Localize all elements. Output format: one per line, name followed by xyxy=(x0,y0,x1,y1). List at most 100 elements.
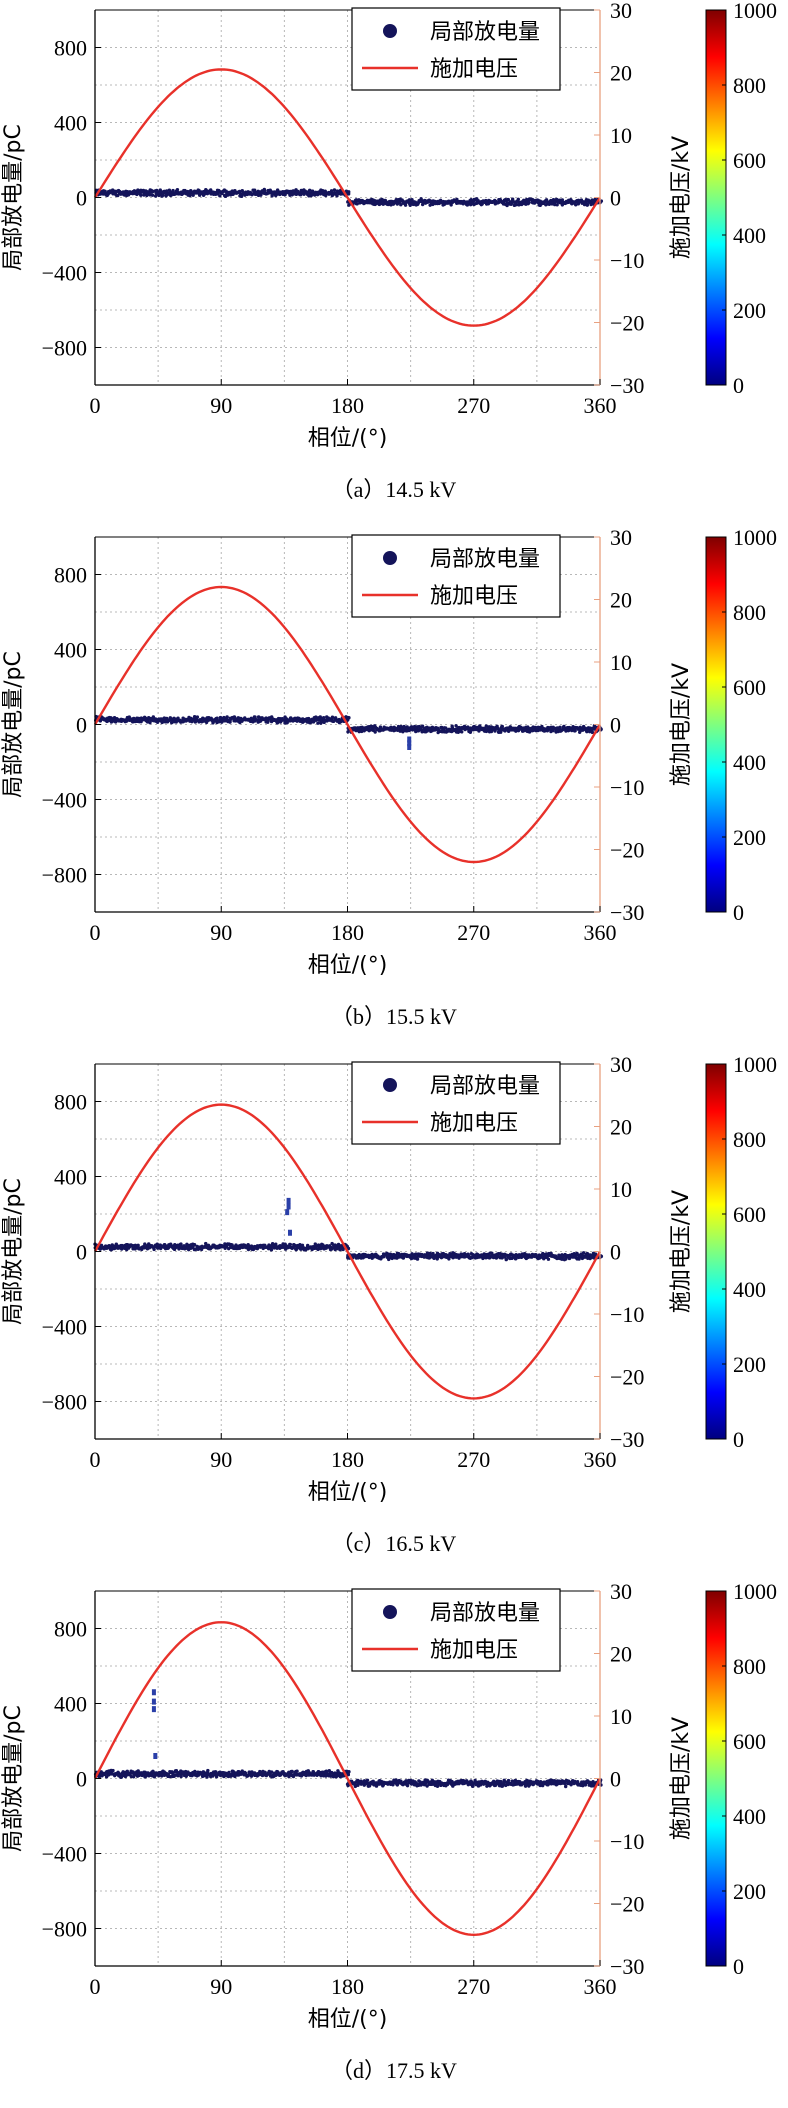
pd-point xyxy=(240,719,244,723)
pd-point xyxy=(374,1784,379,1788)
colorbar-tick-label: 1000 xyxy=(733,527,777,550)
chart-svg: 0 90 180 270 360 800 400 0 −400 −800 30 20 10 0 −10 −20… xyxy=(1,0,777,451)
pd-point xyxy=(373,724,377,728)
pd-point xyxy=(175,187,180,192)
colorbar-tick-label: 1000 xyxy=(733,1581,777,1604)
legend-label-voltage: 施加电压 xyxy=(430,1111,518,1136)
x-axis-label: 相位/(°) xyxy=(308,1480,388,1505)
pd-outlier-point xyxy=(407,736,412,743)
colorbar-tick-label: 800 xyxy=(733,73,766,98)
pd-point xyxy=(355,202,359,206)
pd-point xyxy=(305,190,309,194)
legend-label-pd: 局部放电量 xyxy=(430,1601,540,1626)
x-tick-label: 360 xyxy=(584,1447,617,1472)
pd-point xyxy=(583,1255,587,1259)
pd-point xyxy=(153,194,158,198)
colorbar-tick-label: 600 xyxy=(733,1202,766,1227)
pd-point xyxy=(371,1779,375,1784)
pd-point xyxy=(431,726,436,730)
pd-outlier-point xyxy=(153,1753,158,1759)
pd-point xyxy=(432,1256,436,1260)
pd-point xyxy=(445,1782,450,1787)
pd-point xyxy=(269,1248,274,1252)
y2-tick-label: −30 xyxy=(610,1954,644,1979)
y2-tick-label: 30 xyxy=(610,0,632,23)
x-tick-label: 90 xyxy=(210,1447,232,1472)
legend-box xyxy=(351,7,561,91)
y2-tick-label: 10 xyxy=(610,650,632,675)
y-tick-label: −800 xyxy=(42,863,87,888)
pd-point xyxy=(511,1783,515,1787)
pd-point xyxy=(133,1243,138,1248)
pd-point xyxy=(527,730,532,734)
y2-tick-label: 30 xyxy=(610,1581,632,1604)
y-tick-label: 400 xyxy=(54,111,87,136)
pd-point xyxy=(176,1774,180,1778)
pd-point xyxy=(192,1243,197,1247)
pd-point xyxy=(526,725,530,729)
y2-tick-label: −10 xyxy=(610,775,644,800)
y2-tick-label: 30 xyxy=(610,527,632,550)
pd-point xyxy=(310,189,315,193)
voltage-line xyxy=(93,1103,602,1400)
chart-svg: 0 90 180 270 360 800 400 0 −400 −800 30 20 10 0 −10 −20… xyxy=(1,1581,777,2032)
pd-point xyxy=(299,1774,304,1778)
pd-point xyxy=(293,1244,297,1248)
panel-caption: （a）14.5 kV xyxy=(331,477,457,502)
y2-tick-label: −20 xyxy=(610,838,644,863)
pd-point xyxy=(504,1257,509,1261)
voltage-line xyxy=(93,1621,602,1937)
pd-outlier-point xyxy=(151,1689,156,1696)
pd-point xyxy=(179,1244,183,1249)
colorbar-tick-label: 400 xyxy=(733,1277,766,1302)
pd-point xyxy=(563,1784,568,1789)
pd-point xyxy=(120,1243,124,1248)
legend-marker-pd xyxy=(383,24,397,38)
y-tick-label: −800 xyxy=(42,1917,87,1942)
legend-label-pd: 局部放电量 xyxy=(430,547,540,572)
pd-point xyxy=(148,193,152,197)
pd-point xyxy=(404,1779,408,1783)
panel-caption: （d）17.5 kV xyxy=(331,2058,457,2083)
pd-point xyxy=(263,1245,267,1249)
pd-point xyxy=(250,192,254,197)
pd-scatter-group xyxy=(93,1768,603,1789)
pd-point xyxy=(410,198,414,202)
y2-tick-label: 10 xyxy=(610,123,632,148)
pd-point xyxy=(209,718,214,722)
pd-point xyxy=(522,728,527,733)
pd-point xyxy=(266,1246,271,1251)
y2-tick-label: −10 xyxy=(610,1302,644,1327)
pd-point xyxy=(155,191,160,196)
pd-point xyxy=(270,194,274,198)
pd-point xyxy=(110,1772,114,1776)
pd-point xyxy=(329,189,334,193)
pd-point xyxy=(563,1781,567,1786)
y-tick-label: −400 xyxy=(42,261,87,286)
pd-point xyxy=(191,193,195,197)
y2-tick-label: −30 xyxy=(610,900,644,925)
pd-point xyxy=(490,1251,494,1255)
pd-point xyxy=(113,720,118,724)
y2-tick-label: −30 xyxy=(610,373,644,398)
pd-point xyxy=(160,193,165,198)
pd-point xyxy=(192,714,197,719)
panel-caption: （b）15.5 kV xyxy=(331,1004,457,1029)
pd-point xyxy=(320,1770,325,1774)
colorbar-tick-label: 400 xyxy=(733,223,766,248)
pd-point xyxy=(98,719,103,723)
colorbar-tick-label: 600 xyxy=(733,148,766,173)
y-tick-label: 400 xyxy=(54,1692,87,1717)
legend-box xyxy=(351,1061,561,1145)
y-tick-label: 400 xyxy=(54,638,87,663)
pd-point xyxy=(367,728,372,732)
pd-point xyxy=(290,1246,294,1250)
y-tick-label: 800 xyxy=(54,1617,87,1642)
pd-point xyxy=(408,728,412,732)
x-tick-label: 270 xyxy=(457,1447,490,1472)
colorbar-tick-label: 0 xyxy=(733,373,744,398)
pd-point xyxy=(274,1773,279,1777)
